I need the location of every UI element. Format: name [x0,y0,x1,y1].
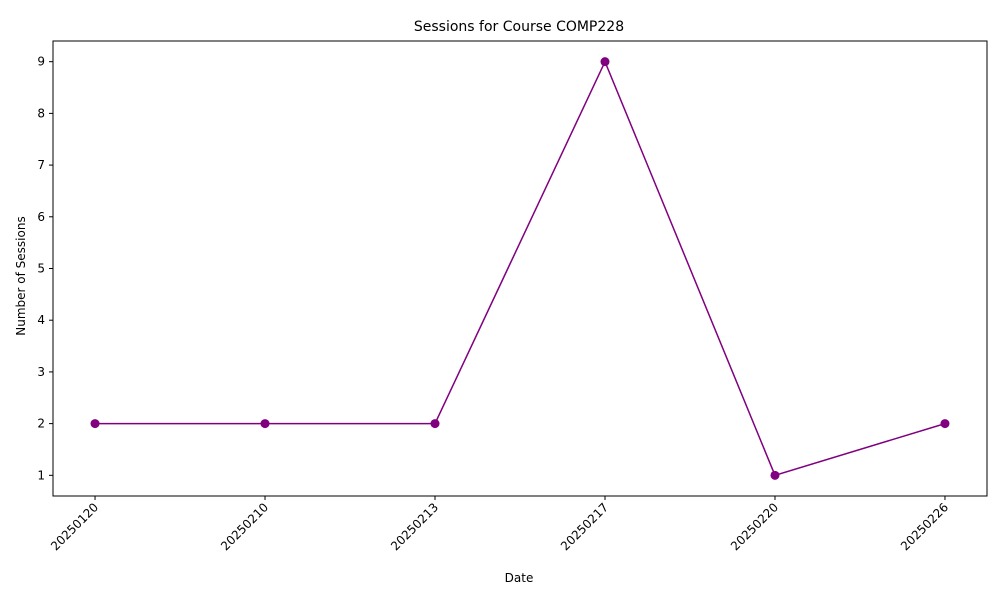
x-tick-label: 20250220 [728,500,781,553]
plot-frame [52,40,988,497]
data-point [600,57,610,67]
y-tick-label: 3 [37,365,45,379]
chart-title: Sessions for Course COMP228 [414,19,624,35]
data-point [770,470,780,480]
y-axis: 1 2 3 4 5 6 7 8 9 [37,55,53,482]
data-point [940,419,950,429]
x-tick-label: 20250213 [388,500,441,553]
y-tick-label: 4 [37,313,45,327]
y-tick-label: 7 [37,158,45,172]
y-tick-label: 9 [37,55,45,69]
data-point [260,419,270,429]
x-axis: 20250120 20250210 20250213 20250217 20250220… [48,496,951,553]
data-point [90,419,100,429]
x-axis-label: Date [505,571,534,585]
series-line [95,59,946,477]
x-tick-label: 20250226 [898,500,951,553]
y-tick-label: 1 [37,468,45,482]
x-tick-label: 20250217 [558,500,611,553]
y-axis-label: Number of Sessions [14,216,28,335]
y-tick-label: 6 [37,210,45,224]
x-tick-label: 20250210 [218,500,271,553]
y-tick-label: 8 [37,106,45,120]
y-tick-label: 2 [37,417,45,431]
series-layer [90,57,950,480]
x-tick-label: 20250120 [48,500,101,553]
data-point [430,419,440,429]
plot-area [52,40,988,497]
y-tick-label: 5 [37,262,45,276]
